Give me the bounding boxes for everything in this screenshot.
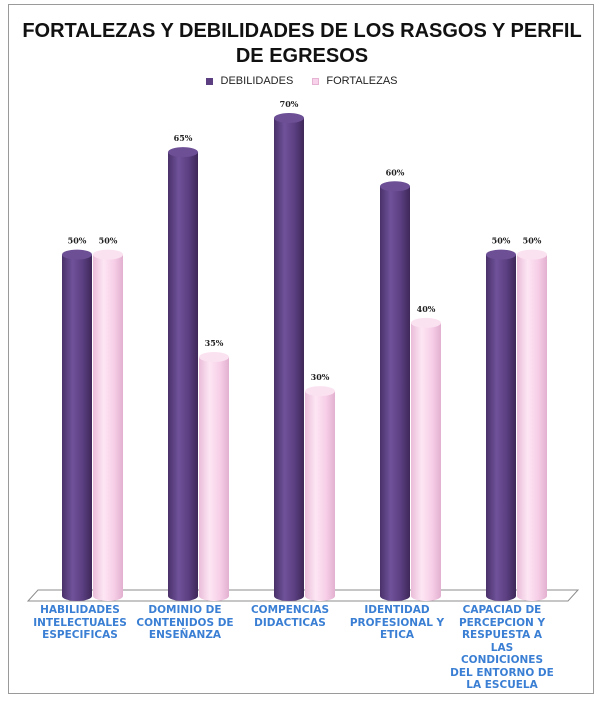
bar-fortalezas-5-top (517, 249, 547, 260)
bar-debilidades-1-top (62, 249, 92, 260)
data-label-debilidades-2: 65% (174, 133, 193, 143)
bar-fortalezas-3-top (305, 386, 335, 397)
legend-label-debilidades: DEBILIDADES (220, 75, 294, 88)
bar-debilidades-2-top (168, 147, 198, 158)
chart-legend: DEBILIDADES FORTALEZAS (9, 75, 595, 87)
bar-debilidades-5 (486, 249, 516, 602)
bar-fortalezas-4-body (411, 322, 441, 601)
bar-fortalezas-5 (517, 249, 547, 602)
bar-fortalezas-1-body (93, 254, 123, 602)
chart-title: FORTALEZAS Y DEBILIDADES DE LOS RASGOS Y… (9, 19, 595, 69)
data-label-debilidades-5: 50% (492, 236, 511, 246)
data-label-fortalezas-2: 35% (205, 338, 224, 348)
bar-debilidades-4-top (380, 181, 410, 192)
bar-debilidades-4 (380, 181, 410, 602)
bar-fortalezas-2-top (199, 352, 229, 362)
bar-debilidades-3-top (274, 113, 304, 123)
data-label-fortalezas-3: 30% (311, 372, 330, 382)
bar-fortalezas-1 (93, 249, 123, 602)
bar-debilidades-3 (274, 113, 304, 601)
category-label: HABILIDADES INTELECTUALES ESPECIFICAS (33, 604, 127, 641)
legend-label-fortalezas: FORTALEZAS (326, 75, 398, 88)
legend-swatch-debilidades (206, 77, 214, 85)
bar-fortalezas-5-body (517, 254, 547, 602)
legend-item-debilidades: DEBILIDADES (206, 75, 293, 87)
bar-debilidades-3-body (274, 118, 304, 601)
data-label-debilidades-1: 50% (68, 236, 87, 246)
bar-fortalezas-2 (199, 352, 229, 601)
bar-fortalezas-2-body (199, 357, 229, 601)
bar-fortalezas-4 (411, 317, 441, 601)
bar-debilidades-1-body (62, 254, 92, 602)
bar-fortalezas-4-top (411, 317, 441, 328)
bar-debilidades-2-body (168, 152, 198, 601)
bar-debilidades-2 (168, 147, 198, 601)
data-label-debilidades-3: 70% (280, 99, 299, 109)
bar-fortalezas-1-top (93, 249, 123, 260)
data-label-debilidades-4: 60% (386, 167, 405, 177)
category-label: DOMINIO DE CONTENIDOS DE ENSEÑANZA (136, 604, 234, 641)
data-label-fortalezas-5: 50% (523, 236, 542, 246)
bar-fortalezas-3 (305, 386, 335, 601)
chart-title-text: FORTALEZAS Y DEBILIDADES DE LOS RASGOS Y… (22, 20, 582, 67)
category-label: CAPACIAD DE PERCEPCION Y RESPUESTA A LAS… (450, 604, 554, 691)
data-label-fortalezas-1: 50% (99, 236, 118, 246)
bar-debilidades-5-top (486, 249, 516, 260)
data-label-fortalezas-4: 40% (417, 304, 436, 314)
category-label: COMPENCIAS DIDACTICAS (250, 604, 330, 629)
bar-debilidades-5-body (486, 254, 516, 602)
bar-debilidades-1 (62, 249, 92, 602)
bar-fortalezas-3-body (305, 391, 335, 601)
legend-swatch-fortalezas (312, 77, 320, 85)
bar-debilidades-4-body (380, 186, 410, 602)
legend-item-fortalezas: FORTALEZAS (312, 75, 398, 88)
category-label: IDENTIDAD PROFESIONAL Y ETICA (349, 604, 445, 641)
